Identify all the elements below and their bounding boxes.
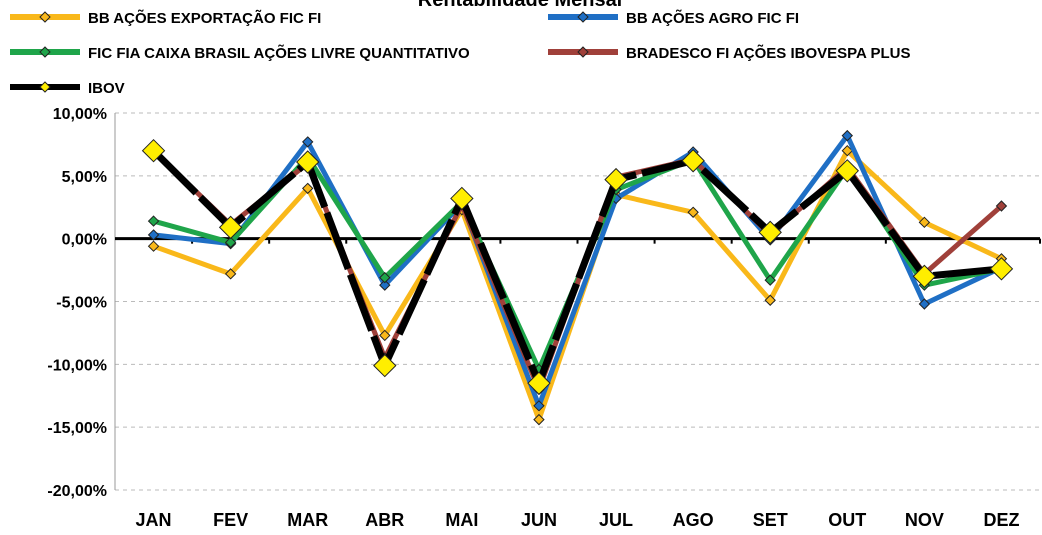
data-point xyxy=(918,216,931,229)
x-tick-label: JAN xyxy=(136,510,172,530)
data-point xyxy=(147,240,160,252)
y-tick-label: -15,00% xyxy=(47,420,107,437)
data-point xyxy=(302,182,314,195)
data-point xyxy=(450,186,474,211)
data-point xyxy=(141,138,166,163)
data-point xyxy=(224,268,237,280)
data-point xyxy=(302,136,314,148)
x-tick-label: NOV xyxy=(905,510,944,530)
data-point xyxy=(604,167,628,192)
data-point xyxy=(764,294,776,306)
data-point xyxy=(533,413,545,426)
y-tick-label: -20,00% xyxy=(47,483,107,500)
x-tick-label: AGO xyxy=(673,510,714,530)
data-point xyxy=(218,215,243,240)
y-tick-label: -5,00% xyxy=(56,295,107,312)
x-tick-label: MAR xyxy=(287,510,328,530)
data-point xyxy=(764,274,776,286)
data-point xyxy=(841,144,853,157)
y-tick-label: 5,00% xyxy=(62,169,107,186)
data-point xyxy=(379,329,391,342)
data-point xyxy=(379,271,391,284)
data-point xyxy=(758,220,782,245)
data-point xyxy=(995,200,1008,212)
data-point xyxy=(918,298,931,310)
data-point xyxy=(147,215,160,227)
x-tick-label: SET xyxy=(753,510,788,530)
data-point xyxy=(373,353,397,378)
data-point xyxy=(296,150,320,174)
data-point xyxy=(379,279,391,291)
legend-label: BB AÇÕES EXPORTAÇÃO FIC FI xyxy=(88,9,321,27)
data-point xyxy=(533,400,545,412)
data-point xyxy=(912,264,937,289)
x-tick-label: JUN xyxy=(521,510,557,530)
data-point xyxy=(527,371,551,395)
legend-label: BB AÇÕES AGRO FIC FI xyxy=(626,9,799,27)
chart-title: Rentabilidade Mensal xyxy=(418,0,623,11)
legend-marker xyxy=(39,81,51,93)
legend-marker xyxy=(39,11,51,23)
data-point xyxy=(147,229,160,241)
series-line xyxy=(153,133,1003,409)
series-line xyxy=(151,148,1002,387)
data-point xyxy=(681,149,705,173)
data-point xyxy=(224,236,237,249)
legend-marker xyxy=(39,46,51,58)
legend-label: IBOV xyxy=(88,80,125,97)
data-point xyxy=(835,159,859,183)
legend-marker xyxy=(577,46,589,58)
y-tick-label: 10,00% xyxy=(53,106,107,123)
x-tick-label: FEV xyxy=(213,510,248,530)
data-point xyxy=(841,129,853,142)
data-point xyxy=(687,206,699,218)
x-tick-label: MAI xyxy=(445,510,478,530)
legend-marker xyxy=(577,11,589,23)
legend-label: BRADESCO FI AÇÕES IBOVESPA PLUS xyxy=(626,44,910,62)
x-tick-label: DEZ xyxy=(983,510,1019,530)
x-tick-label: OUT xyxy=(828,510,866,530)
x-tick-label: ABR xyxy=(365,510,404,530)
y-tick-label: 0,00% xyxy=(62,232,107,249)
y-tick-label: -10,00% xyxy=(47,357,107,374)
data-point xyxy=(989,257,1014,281)
legend-label: FIC FIA CAIXA BRASIL AÇÕES LIVRE QUANTIT… xyxy=(88,44,470,62)
x-tick-label: JUL xyxy=(599,510,633,530)
